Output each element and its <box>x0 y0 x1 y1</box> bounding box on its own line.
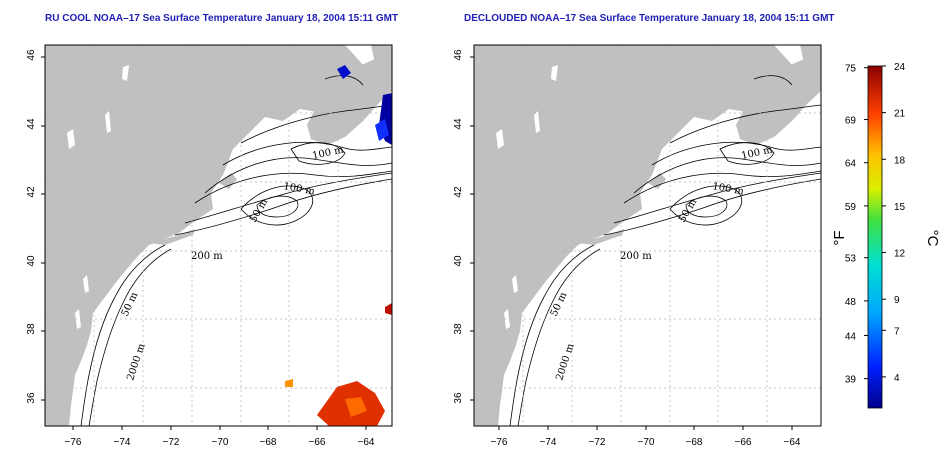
lon-axis: −76 −74 −72 −70 −68 −66 −64 <box>491 426 801 448</box>
lat-tick-label: 36 <box>26 392 37 404</box>
colorbar-fahrenheit-tick: 48 <box>845 297 857 308</box>
colorbar-gradient <box>867 65 883 409</box>
lon-tick-label: −76 <box>65 437 82 448</box>
colorbar-celsius-tick: 7 <box>894 326 900 337</box>
lon-tick-label: −66 <box>735 437 752 448</box>
colorbar-celsius-tick: 24 <box>894 62 906 73</box>
lon-tick-label: −64 <box>358 437 375 448</box>
colorbar-celsius-tick: 21 <box>894 109 906 120</box>
contour-label: 100 m <box>711 181 745 197</box>
celsius-unit-label: °C <box>924 230 941 247</box>
contour-label: 200 m <box>191 251 223 262</box>
panel-title: RU COOL NOAA–17 Sea Surface Temperature … <box>45 13 398 24</box>
lon-tick-label: −72 <box>589 437 606 448</box>
lon-tick-label: −66 <box>309 437 326 448</box>
lat-axis: 36 38 40 42 44 46 <box>453 49 474 404</box>
panel-right: DECLOUDED NOAA–17 Sea Surface Temperatur… <box>453 13 835 448</box>
colorbar-celsius-tick: 4 <box>894 373 900 384</box>
colorbar-fahrenheit-ticks: 75 69 64 59 53 48 44 39 <box>845 64 868 386</box>
sst-patches <box>285 65 392 426</box>
lon-tick-label: −74 <box>540 437 557 448</box>
contour-label: 50 m <box>549 290 570 318</box>
lon-tick-label: −64 <box>784 437 801 448</box>
colorbar-celsius-ticks: 24 21 18 15 12 9 7 4 <box>882 62 906 384</box>
contour-label: 2000 m <box>554 342 576 382</box>
lon-tick-label: −72 <box>163 437 180 448</box>
colorbar-celsius-tick: 18 <box>894 155 906 166</box>
panel-left: RU COOL NOAA–17 Sea Surface Temperature … <box>26 13 398 448</box>
lon-tick-label: −76 <box>491 437 508 448</box>
lon-tick-label: −70 <box>638 437 655 448</box>
map-area: 100 m 100 m 50 m 200 m 50 m 2000 m <box>473 44 822 427</box>
lon-tick-label: −74 <box>114 437 131 448</box>
colorbar-fahrenheit-tick: 75 <box>845 64 857 75</box>
lat-tick-label: 38 <box>453 323 464 335</box>
colorbar-fahrenheit-tick: 59 <box>845 202 857 213</box>
lat-tick-label: 44 <box>26 118 37 130</box>
lon-tick-label: −68 <box>260 437 277 448</box>
contour-label: 200 m <box>620 251 652 262</box>
colorbar-celsius-tick: 15 <box>894 202 906 213</box>
lon-tick-label: −70 <box>212 437 229 448</box>
lat-tick-label: 42 <box>26 186 37 198</box>
colorbar-fahrenheit-tick: 44 <box>845 331 857 342</box>
contour-label: 100 m <box>740 144 774 161</box>
lon-tick-label: −68 <box>686 437 703 448</box>
colorbar-celsius-tick: 12 <box>894 249 906 260</box>
contour-label: 100 m <box>282 181 316 197</box>
lat-tick-label: 42 <box>453 186 464 198</box>
map-area: 100 m 100 m 50 m 200 m 50 m 2000 m <box>44 44 393 427</box>
lat-tick-label: 46 <box>26 49 37 61</box>
colorbar-fahrenheit-tick: 64 <box>845 159 857 170</box>
colorbar-fahrenheit-tick: 69 <box>845 116 857 127</box>
lat-axis: 36 38 40 42 44 46 <box>26 49 45 404</box>
fahrenheit-unit-label: °F <box>831 230 848 245</box>
lat-tick-label: 38 <box>26 323 37 335</box>
contour-label: 50 m <box>120 290 141 318</box>
contour-label: 2000 m <box>125 342 147 382</box>
lat-tick-label: 40 <box>26 255 37 267</box>
lat-tick-label: 44 <box>453 118 464 130</box>
lon-axis: −76 −74 −72 −70 −68 −66 −64 <box>65 426 375 448</box>
colorbar-fahrenheit-tick: 39 <box>845 375 857 386</box>
lat-tick-label: 40 <box>453 255 464 267</box>
colorbar-celsius-tick: 9 <box>894 295 900 306</box>
lat-tick-label: 36 <box>453 392 464 404</box>
contour-label: 100 m <box>311 144 345 161</box>
panel-title: DECLOUDED NOAA–17 Sea Surface Temperatur… <box>464 13 835 24</box>
lat-tick-label: 46 <box>453 49 464 61</box>
colorbar-fahrenheit-tick: 53 <box>845 254 857 265</box>
colorbar: 75 69 64 59 53 48 44 39 24 21 18 15 12 9 7 4 °F °C <box>831 62 941 409</box>
